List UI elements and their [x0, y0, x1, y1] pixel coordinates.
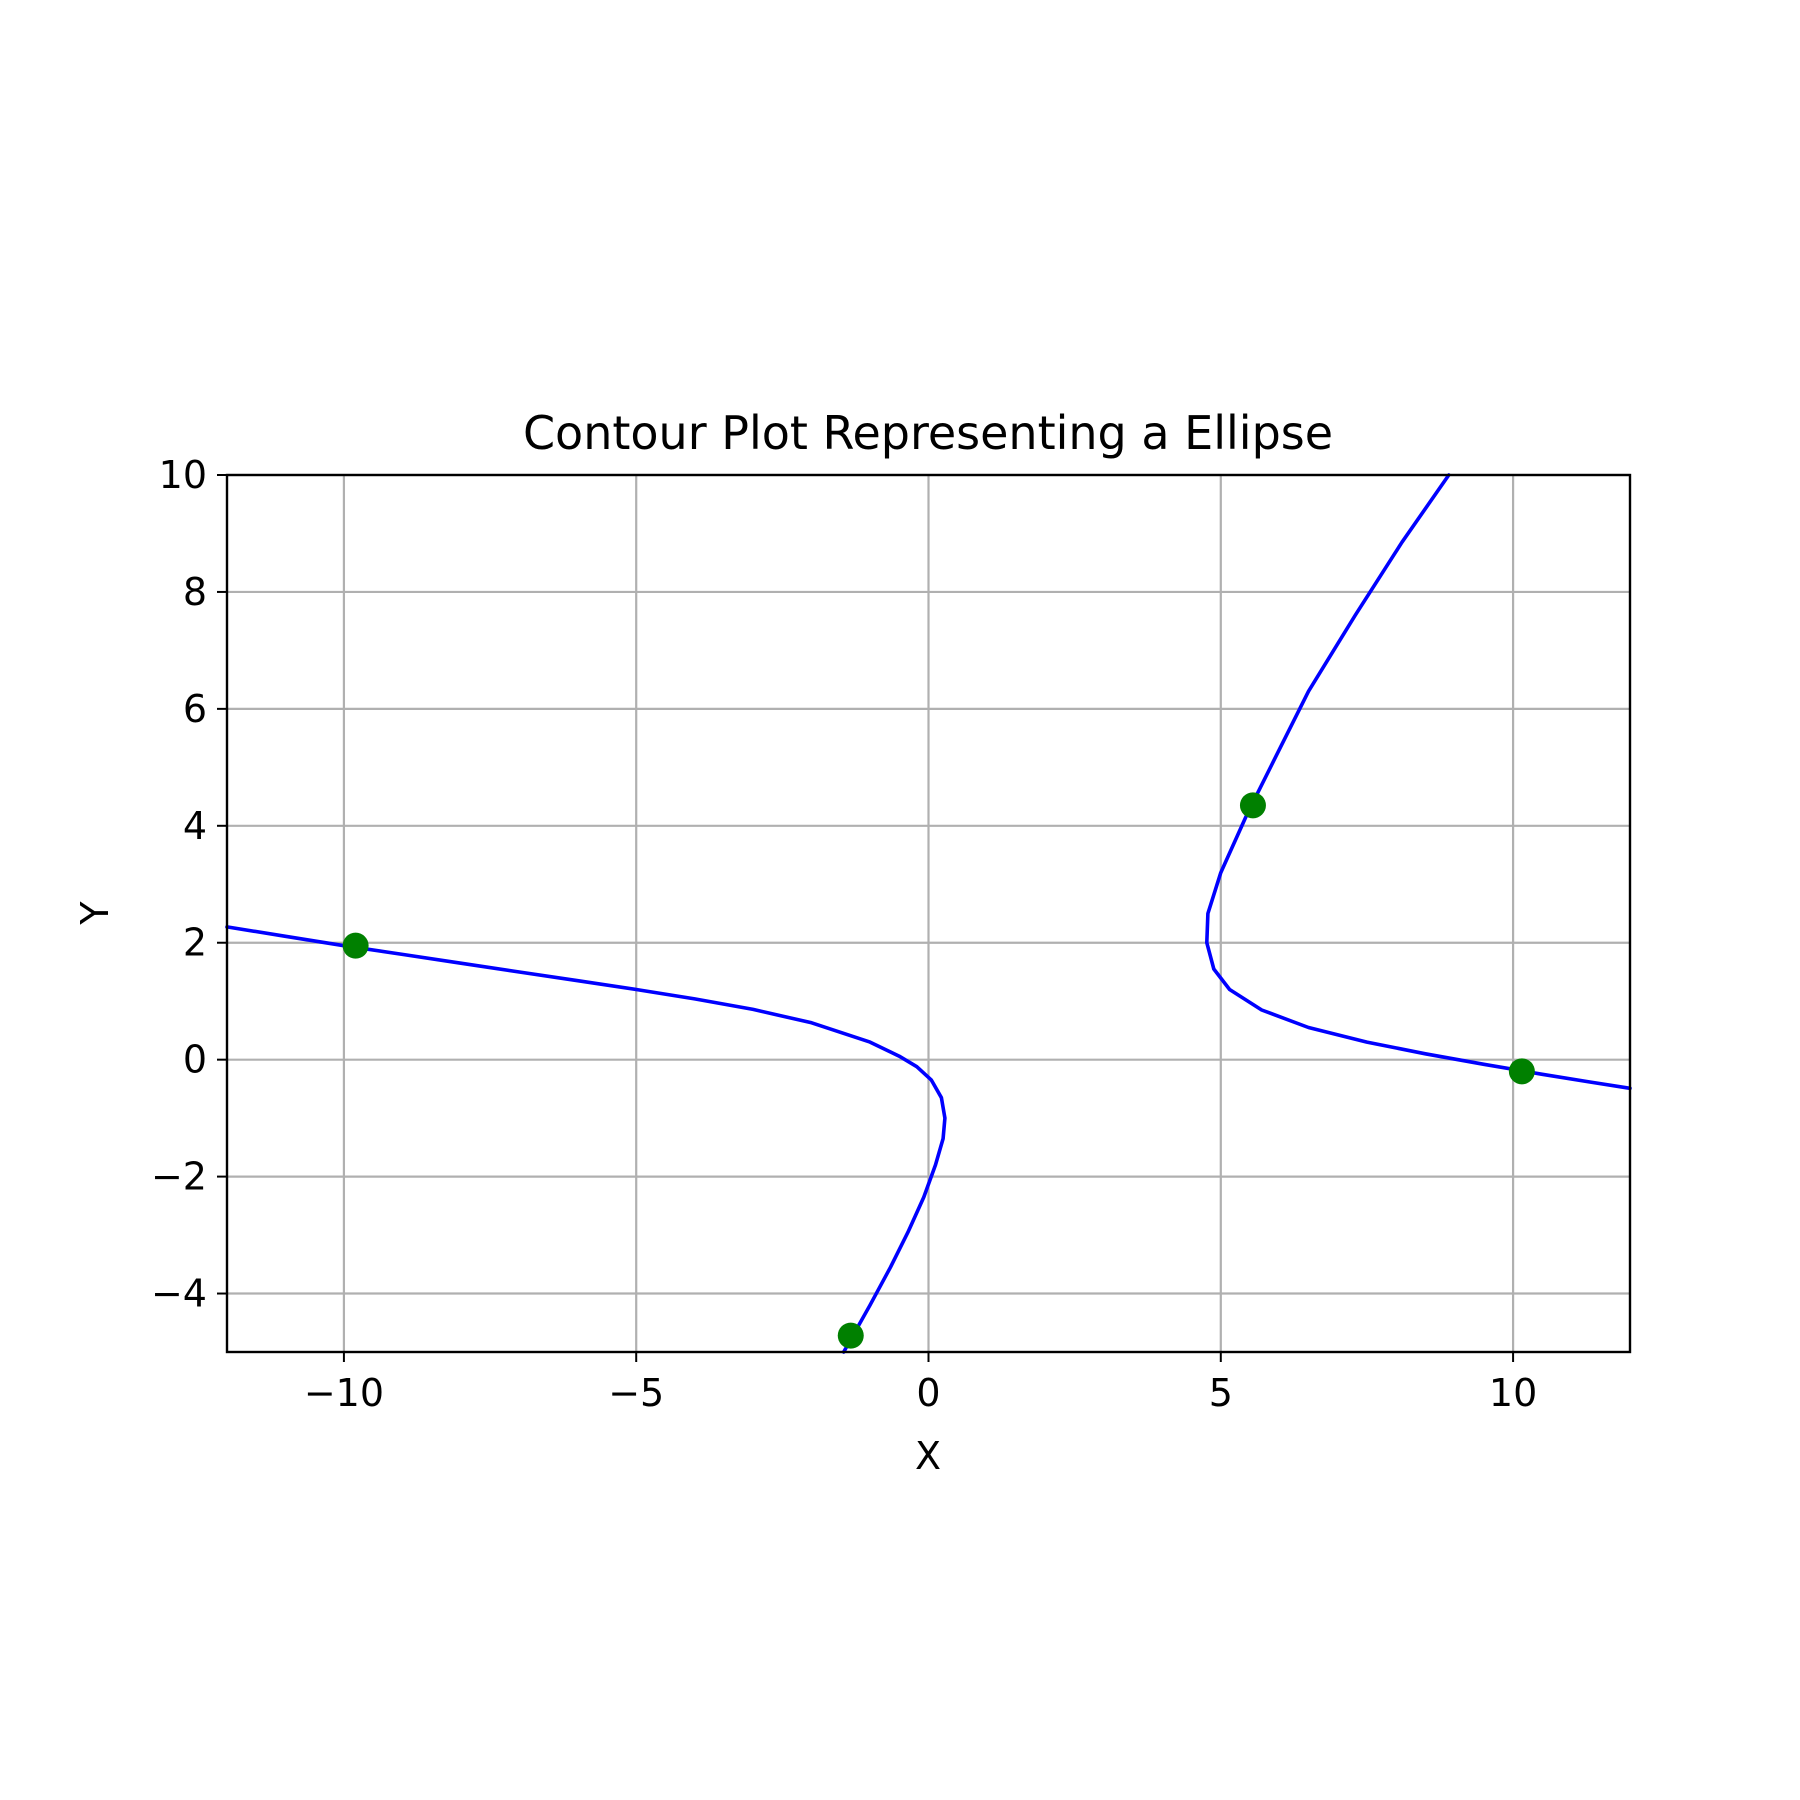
y-tick-label: 4 — [183, 804, 207, 848]
data-point — [1508, 1058, 1535, 1085]
contour-line — [225, 925, 947, 1354]
y-axis-label: Y — [73, 901, 117, 926]
data-point — [342, 932, 369, 959]
chart-title: Contour Plot Representing a Ellipse — [523, 406, 1333, 460]
scatter-points — [342, 792, 1535, 1349]
data-point — [837, 1322, 864, 1349]
y-tick-label: 8 — [183, 570, 207, 614]
x-tick-label: 0 — [916, 1371, 940, 1415]
y-tick-label: 6 — [183, 687, 207, 731]
data-point — [1239, 792, 1266, 819]
grid — [227, 473, 1630, 1352]
x-tick-label: −10 — [304, 1371, 384, 1415]
x-tick-label: 10 — [1489, 1371, 1537, 1415]
x-tick-label: −5 — [608, 1371, 664, 1415]
x-tick-label: 5 — [1209, 1371, 1233, 1415]
y-tick-label: −2 — [151, 1155, 207, 1199]
contour-curves — [225, 473, 1632, 1354]
ticks: −10 −5 0 5 10 −4 −2 0 2 4 6 8 10 — [151, 453, 1537, 1415]
y-tick-label: 2 — [183, 921, 207, 965]
y-tick-label: 10 — [159, 453, 207, 497]
y-tick-label: 0 — [183, 1038, 207, 1082]
y-tick-label: −4 — [151, 1272, 207, 1316]
x-axis-label: X — [915, 1434, 941, 1478]
contour-line — [1205, 473, 1632, 1091]
